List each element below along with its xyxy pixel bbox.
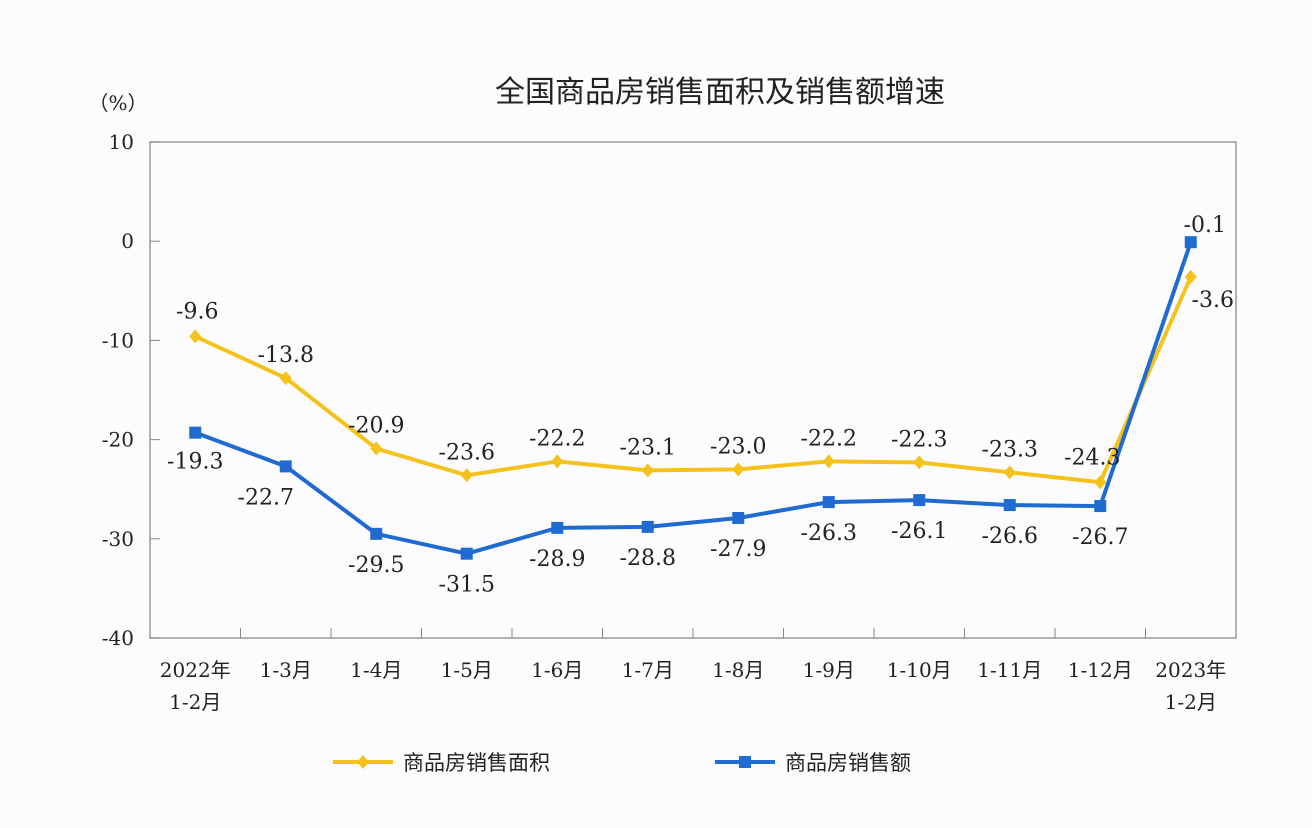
data-label: -26.6: [982, 524, 1038, 549]
data-label: -13.8: [258, 343, 314, 368]
data-point-sales-amount: [189, 426, 202, 439]
data-point-sales-amount: [913, 494, 926, 507]
plot-frame: [149, 141, 1237, 639]
data-label: -23.3: [982, 437, 1038, 462]
data-point-sales-amount: [1184, 236, 1197, 249]
data-label: -27.9: [710, 537, 766, 562]
x-tick-label: 1-6月: [531, 658, 583, 682]
data-label: -22.7: [238, 485, 294, 510]
y-tick-label: -10: [102, 328, 134, 352]
data-point-floor-area: [1094, 475, 1107, 490]
data-label: -23.0: [710, 434, 766, 459]
data-label: -24.3: [1064, 445, 1120, 470]
legend-label: 商品房销售面积: [403, 751, 550, 775]
data-point-sales-amount: [370, 527, 383, 540]
y-tick-label: -30: [102, 527, 134, 551]
data-point-floor-area: [1184, 269, 1197, 284]
y-tick-label: 0: [121, 229, 134, 253]
x-tick-label: 1-9月: [803, 658, 855, 682]
y-axis-unit-label: （%）: [88, 91, 147, 115]
data-point-sales-amount: [822, 496, 835, 509]
data-label: -22.3: [891, 427, 947, 452]
data-point-floor-area: [1003, 465, 1016, 480]
data-point-sales-amount: [460, 547, 473, 560]
series-line-sales-amount: [194, 241, 1193, 556]
data-label: -0.1: [1184, 213, 1226, 238]
data-label: -23.6: [439, 440, 495, 465]
data-point-sales-amount: [279, 460, 292, 473]
chart-title: 全国商品房销售面积及销售额增速: [495, 75, 945, 110]
legend-marker-diamond: [357, 755, 369, 769]
data-point-floor-area: [641, 463, 654, 478]
x-tick-label: 1-7月: [622, 658, 674, 682]
data-point-sales-amount: [1094, 500, 1107, 513]
y-tick-label: 10: [109, 130, 134, 154]
x-tick-label: 2022年 1-2月: [160, 658, 231, 714]
x-tick-label: 1-5月: [441, 658, 493, 682]
data-point-sales-amount: [1003, 499, 1016, 512]
x-tick-label: 1-11月: [977, 658, 1042, 682]
data-point-floor-area: [822, 454, 835, 469]
data-label: -20.9: [348, 414, 404, 439]
data-label: -22.2: [529, 426, 585, 451]
data-label: -28.8: [620, 546, 676, 571]
data-label: -23.1: [620, 435, 676, 460]
x-tick-label: 1-4月: [350, 658, 402, 682]
data-label: -22.2: [801, 426, 857, 451]
data-label: -9.6: [176, 299, 218, 324]
data-point-sales-amount: [732, 511, 745, 524]
data-point-floor-area: [913, 455, 926, 470]
data-point-sales-amount: [551, 521, 564, 534]
data-label: -26.1: [891, 519, 947, 544]
data-point-floor-area: [370, 441, 383, 456]
y-tick-label: -40: [102, 626, 134, 650]
data-point-floor-area: [551, 454, 564, 469]
data-label: -26.3: [801, 521, 857, 546]
legend-label: 商品房销售额: [785, 751, 911, 775]
data-point-floor-area: [189, 329, 202, 344]
legend-marker-square: [739, 756, 751, 768]
data-label: -28.9: [529, 547, 585, 572]
x-tick-label: 1-12月: [1068, 658, 1133, 682]
x-tick-label: 1-8月: [712, 658, 764, 682]
data-label: -29.5: [348, 553, 404, 578]
x-tick-label: 1-3月: [260, 658, 312, 682]
y-tick-label: -20: [102, 428, 134, 452]
data-label: -31.5: [439, 573, 495, 598]
x-tick-label: 1-10月: [887, 658, 952, 682]
data-point-floor-area: [279, 371, 292, 386]
data-label: -26.7: [1072, 525, 1128, 550]
data-point-floor-area: [732, 462, 745, 477]
series-line-floor-area: [194, 276, 1193, 485]
data-label: -19.3: [167, 450, 223, 475]
data-point-sales-amount: [641, 520, 654, 533]
data-point-floor-area: [460, 468, 473, 483]
x-tick-label: 2023年 1-2月: [1155, 658, 1226, 714]
data-label: -3.6: [1192, 288, 1234, 313]
